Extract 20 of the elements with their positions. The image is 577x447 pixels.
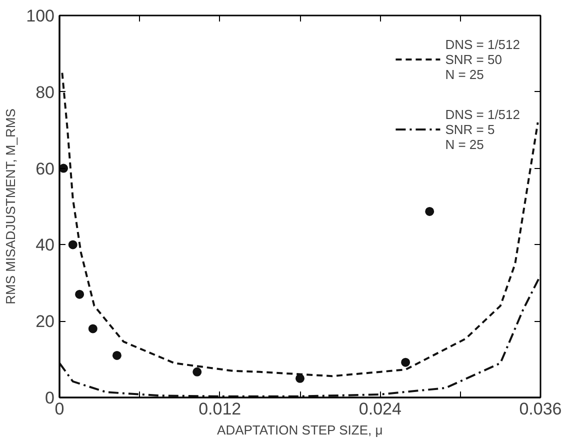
y-tick-label: 40 (36, 236, 55, 255)
x-tick-label: 0.036 (519, 400, 562, 418)
legend-label: DNS = 1/512 SNR = 50 N = 25 (445, 36, 520, 83)
y-tick-label: 100 (26, 6, 55, 26)
legend-label: DNS = 1/512 SNR = 5 N = 25 (445, 106, 520, 153)
x-tick-label: 0.024 (358, 400, 402, 418)
y-tick-label: 60 (36, 159, 55, 178)
point (425, 206, 434, 216)
point (192, 367, 202, 376)
x-axis-title: ADAPTATION STEP SIZE, μ (217, 422, 383, 438)
point (112, 350, 122, 360)
y-tick-label: 20 (36, 312, 55, 332)
point (88, 324, 98, 334)
point (75, 290, 84, 299)
y-tick-label: 80 (36, 82, 55, 102)
y-axis-title: RMS MISADJUSTMENT, M_RMS (3, 108, 18, 304)
point (296, 374, 304, 383)
point (68, 240, 78, 250)
x-tick-label: 0.012 (198, 400, 242, 418)
point (401, 358, 410, 367)
